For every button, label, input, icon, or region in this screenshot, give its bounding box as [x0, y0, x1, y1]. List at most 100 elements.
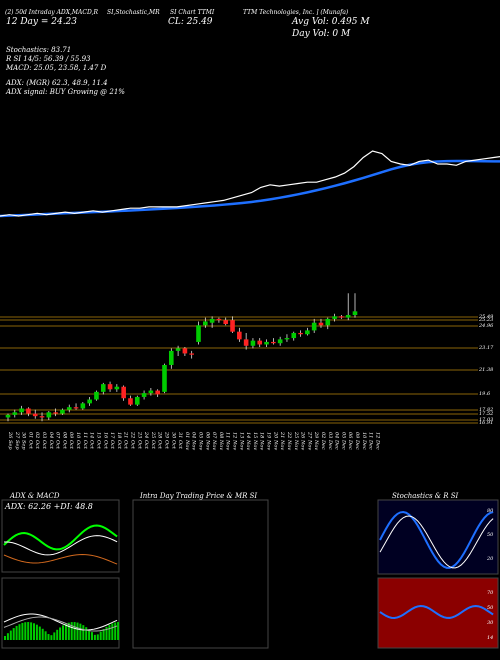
date-label: 10 Oct	[75, 432, 81, 450]
candle-body	[339, 316, 344, 318]
macd-bar	[12, 628, 15, 640]
candle-body	[325, 318, 331, 326]
macd-bar	[108, 624, 111, 640]
date-label: 06 Nov	[204, 432, 210, 450]
date-label: 30 Sep	[21, 432, 27, 450]
macd-signal-line	[3, 616, 118, 632]
date-label: 29 Nov	[313, 431, 319, 450]
candle-body	[311, 322, 317, 331]
stochastic-tick: 50	[487, 532, 494, 538]
date-label: 13 Nov	[238, 432, 244, 450]
candle-body	[100, 384, 106, 392]
macd-bar	[64, 623, 67, 640]
candle-body	[87, 399, 92, 404]
date-label: 11 Dec	[368, 432, 374, 450]
price-level-label: 17.03	[479, 417, 494, 423]
adx-value-label: ADX: 62.26 +DI: 48.8	[5, 502, 93, 511]
date-label: 21 Oct	[123, 431, 129, 450]
date-label: 15 Nov	[252, 432, 258, 450]
candle-body	[107, 384, 113, 390]
indicator-panels	[1, 499, 499, 649]
macd-bar	[93, 634, 96, 640]
price-level-lines	[0, 316, 478, 424]
adx-macd-title: ADX & MACD	[10, 492, 60, 500]
macd-bar	[62, 625, 64, 640]
price-level-label: 17.52	[479, 411, 494, 417]
macd-bar	[79, 623, 82, 640]
date-label: 06 Dec	[347, 432, 353, 450]
date-label: 27 Sep	[14, 431, 20, 450]
date-label: 26 Sep	[7, 431, 13, 450]
date-label: 19 Nov	[266, 432, 272, 450]
date-label: 18 Oct	[116, 432, 122, 450]
macd-bar	[105, 626, 108, 640]
day-volume: Day Vol: 0 M	[292, 29, 351, 39]
rsi-tick: 70	[487, 590, 494, 596]
candle-body	[189, 353, 195, 355]
stochastics-readout: Stochastics: 83.71	[6, 46, 72, 54]
date-label: 15 Oct	[95, 432, 101, 450]
candle-body	[12, 412, 18, 415]
date-label: 02 Oct	[34, 432, 40, 450]
macd-bar	[76, 622, 79, 640]
candle-body	[243, 339, 249, 346]
candle-body	[237, 331, 242, 340]
macd-bar	[82, 625, 85, 640]
candle-body	[168, 350, 174, 365]
candle-body	[250, 340, 256, 346]
macd-bar	[21, 622, 24, 640]
candle-body	[19, 408, 24, 413]
candle-body	[203, 321, 208, 326]
candle-body	[277, 339, 283, 344]
macd-bar	[35, 624, 38, 640]
date-label: 21 Nov	[279, 431, 285, 450]
adx-readout: ADX: (MGR) 62.3, 48.9, 11.4	[6, 79, 108, 87]
macd-bar	[4, 636, 6, 640]
moving-average-lines	[0, 150, 500, 218]
date-label: 09 Dec	[354, 432, 360, 450]
candle-body	[128, 398, 133, 405]
macd-bar	[38, 626, 41, 640]
macd-bar	[18, 624, 21, 640]
price-level-label: 24.96	[479, 323, 494, 329]
rsi-readout: R SI 14/5: 56.39 / 55.93	[6, 55, 91, 63]
candle-body	[162, 364, 167, 392]
macd-bar	[6, 633, 9, 640]
candle-body	[141, 393, 147, 397]
ma-white-line	[0, 150, 500, 217]
date-label: 20 Nov	[272, 431, 278, 450]
date-label: 22 Oct	[129, 431, 135, 450]
macd-bar	[33, 623, 35, 640]
ma-blue-line	[0, 159, 500, 218]
date-label: 09 Oct	[68, 432, 74, 450]
candle-body	[345, 315, 351, 318]
macd-bar	[102, 629, 105, 640]
macd-bar	[111, 623, 114, 640]
candle-body	[155, 390, 160, 395]
rsi-panel	[377, 577, 499, 649]
date-label: 10 Dec	[361, 432, 367, 450]
candle-body	[5, 414, 11, 418]
date-label: 01 Nov	[184, 432, 190, 450]
macd-bar	[53, 632, 56, 640]
candle-body	[148, 390, 154, 394]
candle-body	[66, 407, 72, 410]
date-axis-labels: 26 Sep 27 Sep 30 Sep 01 Oct 02 Oct 03 Oct 04 O…	[7, 431, 380, 450]
date-label: 31 Oct	[177, 432, 183, 450]
date-label: 03 Dec	[327, 432, 333, 450]
macd-bar	[88, 629, 91, 640]
intraday-panel	[132, 499, 269, 649]
date-label: 23 Oct	[136, 431, 142, 450]
price-level-label: 25.49	[479, 314, 494, 320]
candle-body	[26, 408, 31, 414]
header-mid2: SI Chart TTMI	[170, 9, 215, 16]
date-label: 05 Dec	[340, 432, 346, 450]
macd-bar	[85, 627, 88, 640]
candle-body	[271, 341, 276, 344]
candle-body	[284, 338, 290, 340]
date-label: 27 Nov	[306, 431, 312, 450]
candle-body	[352, 311, 358, 316]
date-label: 17 Oct	[109, 432, 115, 450]
candle-body	[223, 320, 229, 324]
